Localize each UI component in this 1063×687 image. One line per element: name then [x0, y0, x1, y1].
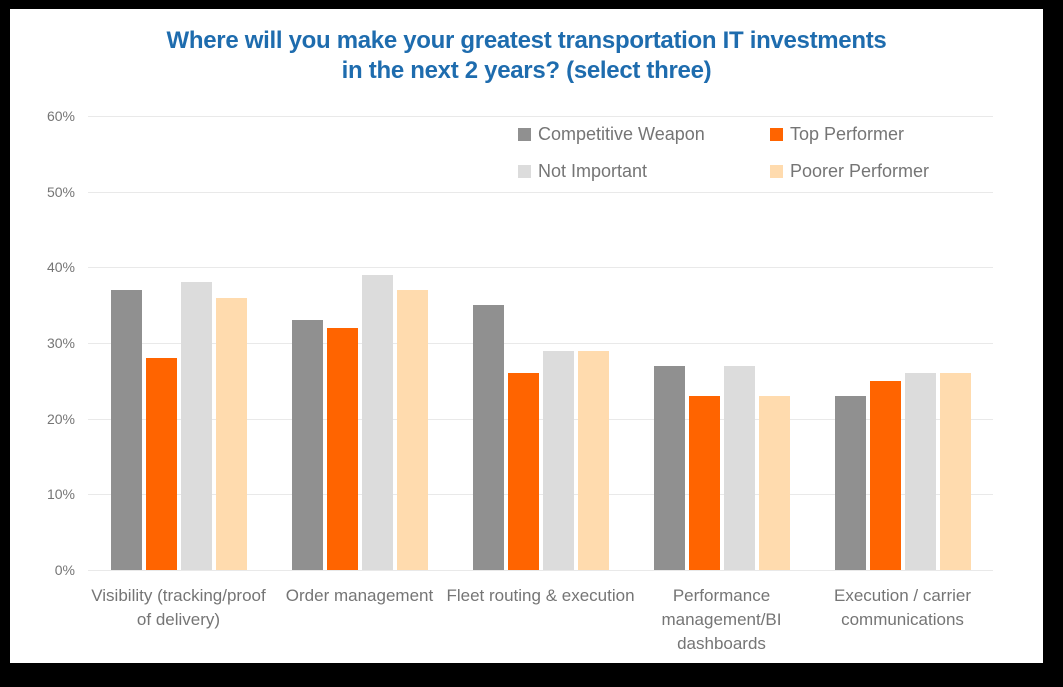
bar-competitive-weapon-4 [653, 365, 685, 570]
bar-group-5 [812, 116, 993, 570]
gridline-20% [88, 418, 993, 420]
chart-title-line-1: Where will you make your greatest transp… [166, 27, 887, 54]
bar-not-important-2 [361, 274, 393, 570]
legend-item-poorer-performer: Poorer Performer [770, 159, 929, 183]
y-tick-label-50%: 50% [46, 183, 75, 200]
legend-item-not-important: Not Important [518, 159, 770, 183]
gridline-30% [88, 343, 993, 344]
x-category-label-5: Execution / carrier communications [834, 586, 971, 629]
bar-group-3 [450, 116, 631, 570]
bar-poorer-performer-1 [215, 297, 247, 570]
bar-not-important-1 [180, 282, 212, 570]
x-category-label-1: Visibility (tracking/proof of delivery) [91, 586, 266, 629]
chart-title: Where will you make your greatest transp… [10, 26, 1043, 86]
bar-not-important-3 [542, 350, 574, 570]
bar-top-performer-5 [869, 380, 901, 570]
bar-top-performer-3 [507, 373, 539, 570]
bar-competitive-weapon-5 [834, 395, 866, 570]
bar-not-important-5 [904, 373, 936, 570]
y-tick-label-10%: 10% [46, 486, 75, 503]
chart-card: Where will you make your greatest transp… [10, 9, 1043, 663]
chart-title-line-2: in the next 2 years? (select three) [341, 57, 712, 84]
bar-poorer-performer-2 [396, 290, 428, 570]
legend-swatch-icon [518, 127, 531, 141]
bar-not-important-4 [723, 365, 755, 570]
legend-swatch-icon [770, 127, 783, 141]
y-tick-label-40%: 40% [46, 259, 75, 276]
bar-poorer-performer-3 [577, 350, 609, 570]
legend-swatch-icon [518, 164, 531, 178]
x-category-label-2: Order management [285, 586, 434, 605]
bar-group-2 [269, 116, 450, 570]
legend-swatch-icon [770, 164, 783, 178]
legend-label: Not Important [538, 160, 648, 181]
legend-label: Poorer Performer [790, 160, 930, 181]
y-tick-label-60%: 60% [46, 108, 75, 124]
gridline-50% [88, 191, 993, 193]
y-tick-label-0%: 0% [54, 562, 75, 578]
legend-label: Top Performer [790, 123, 905, 144]
bar-poorer-performer-5 [939, 373, 971, 570]
bar-competitive-weapon-3 [472, 305, 504, 570]
gridline-40% [88, 267, 993, 269]
gridline-60% [88, 116, 993, 117]
legend-label: Competitive Weapon [538, 123, 705, 144]
bar-top-performer-1 [145, 358, 177, 570]
bar-poorer-performer-4 [758, 395, 790, 570]
x-category-label-4: Performance management/BI dashboards [661, 586, 782, 653]
legend-item-competitive-weapon: Competitive Weapon [518, 122, 770, 146]
bar-competitive-weapon-2 [291, 320, 323, 570]
bar-competitive-weapon-1 [110, 290, 142, 570]
gridline-0% [88, 570, 993, 571]
bar-group-1 [88, 116, 269, 570]
plot-area [88, 116, 993, 571]
legend-item-top-performer: Top Performer [770, 122, 929, 146]
bar-group-4 [631, 116, 812, 570]
x-category-label-3: Fleet routing & execution [446, 586, 635, 605]
chart-legend: Competitive Weapon Top Performer Not Impor… [518, 122, 929, 183]
y-tick-label-30%: 30% [46, 335, 75, 351]
gridline-10% [88, 494, 993, 496]
bar-top-performer-2 [326, 327, 358, 570]
y-tick-label-20%: 20% [46, 410, 75, 427]
bar-top-performer-4 [688, 395, 720, 570]
